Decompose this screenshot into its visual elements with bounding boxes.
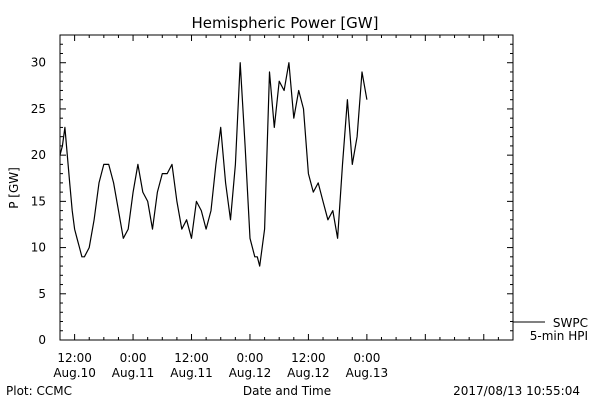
x-tick-label-time: 12:00: [291, 351, 326, 365]
legend: SWPC 5-min HPI: [513, 316, 588, 343]
x-tick-label-date: Aug.11: [112, 366, 155, 380]
x-tick-label-time: 12:00: [174, 351, 209, 365]
series-line: [59, 62, 368, 267]
y-axis-label: P [GW]: [7, 167, 21, 209]
footer-plot-credit: Plot: CCMC: [6, 384, 72, 398]
y-axis: 0 5 10 15 20 25 30: [31, 34, 513, 347]
y-tick-label: 5: [38, 287, 46, 301]
x-tick-label-time: 0:00: [353, 351, 380, 365]
x-tick-label-time: 0:00: [236, 351, 263, 365]
legend-label-line1: SWPC: [553, 316, 588, 330]
y-tick-label: 25: [31, 102, 46, 116]
series-layer: [59, 62, 368, 267]
y-tick-label: 0: [38, 333, 46, 347]
y-tick-label: 30: [31, 56, 46, 70]
x-tick-label-time: 0:00: [120, 351, 147, 365]
x-tick-label-date: Aug.12: [287, 366, 330, 380]
plot-frame: [59, 34, 514, 341]
legend-label-line2: 5-min HPI: [530, 329, 588, 343]
x-tick-label-date: Aug.12: [229, 366, 272, 380]
x-tick-label-date: Aug.11: [170, 366, 213, 380]
y-tick-label: 20: [31, 148, 46, 162]
x-tick-label-date: Aug.13: [346, 366, 389, 380]
x-axis: 12:00Aug.100:00Aug.1112:00Aug.110:00Aug.…: [53, 35, 514, 380]
y-tick-label: 10: [31, 241, 46, 255]
x-tick-label-date: Aug.10: [53, 366, 96, 380]
x-axis-label: Date and Time: [243, 384, 331, 398]
footer-timestamp: 2017/08/13 10:55:04: [453, 384, 580, 398]
y-tick-label: 15: [31, 194, 46, 208]
plot-border: [59, 34, 514, 341]
x-tick-label-time: 12:00: [57, 351, 92, 365]
chart-title: Hemispheric Power [GW]: [192, 14, 379, 32]
